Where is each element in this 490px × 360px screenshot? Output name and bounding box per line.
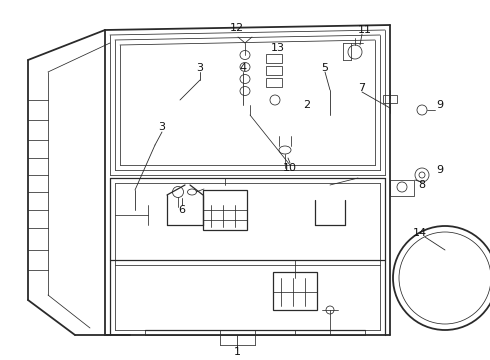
Text: 4: 4: [240, 63, 246, 73]
Text: 3: 3: [196, 63, 203, 73]
Bar: [273, 272, 317, 310]
Text: 1: 1: [234, 347, 241, 357]
Bar: [390, 180, 414, 196]
Text: 8: 8: [418, 180, 425, 190]
Bar: [266, 54, 282, 63]
Text: 12: 12: [230, 23, 244, 33]
Text: 7: 7: [359, 83, 366, 93]
Text: 9: 9: [437, 100, 443, 110]
Text: 13: 13: [271, 43, 285, 53]
Text: 14: 14: [413, 228, 427, 238]
Text: 2: 2: [303, 100, 311, 110]
Bar: [383, 95, 397, 103]
Text: 5: 5: [321, 63, 328, 73]
Text: 11: 11: [358, 25, 372, 35]
Text: 3: 3: [158, 122, 166, 132]
Text: 6: 6: [178, 205, 186, 215]
Text: 10: 10: [283, 163, 297, 173]
Bar: [266, 66, 282, 75]
Bar: [203, 190, 247, 230]
Text: 9: 9: [437, 165, 443, 175]
Bar: [266, 78, 282, 87]
